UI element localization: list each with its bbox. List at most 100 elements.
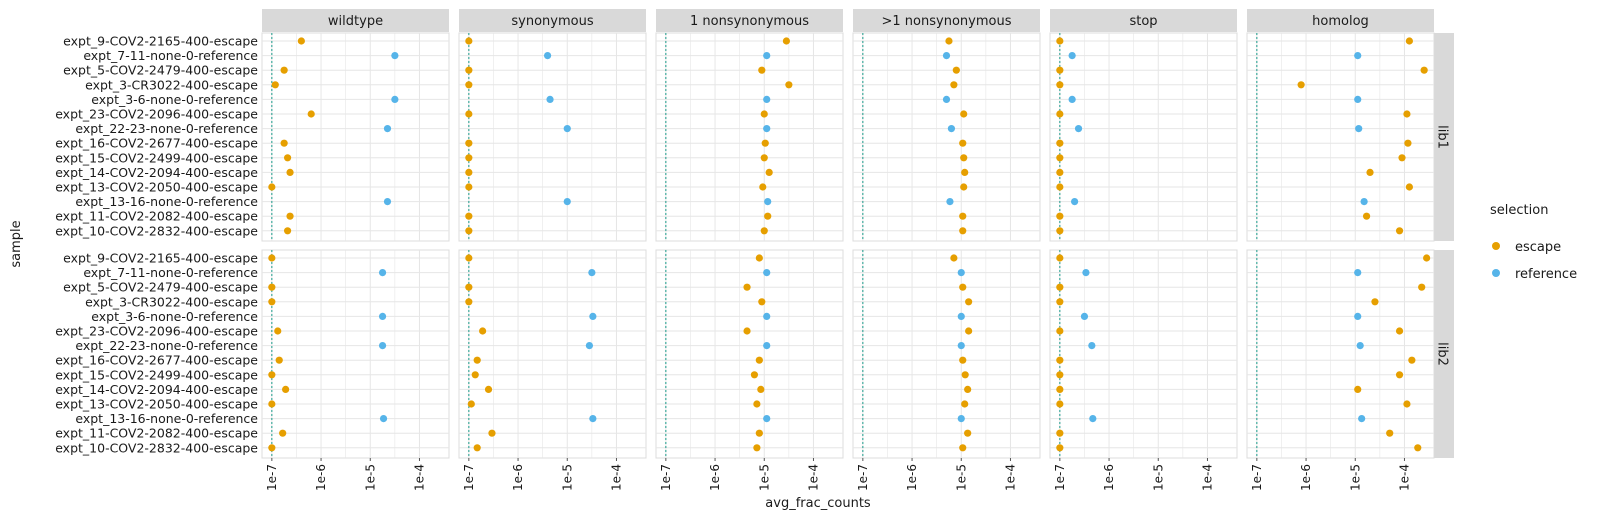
data-point-escape — [465, 168, 473, 176]
data-point-escape — [1403, 400, 1411, 408]
data-point-reference — [764, 198, 772, 206]
y-tick-label: expt_3-6-none-0-reference — [91, 92, 258, 107]
data-point-escape — [952, 66, 960, 74]
data-point-reference — [383, 125, 392, 133]
data-point-reference — [957, 415, 965, 423]
y-tick-label: expt_13-COV2-2050-400-escape — [55, 180, 258, 195]
data-point-escape — [761, 139, 769, 147]
data-point-escape — [757, 385, 765, 393]
data-point-reference — [763, 52, 771, 60]
data-point-reference — [957, 269, 965, 277]
data-point-escape — [760, 227, 768, 235]
data-point-escape — [479, 327, 487, 335]
y-tick-label: expt_10-COV2-2832-400-escape — [55, 440, 258, 455]
data-point-escape — [1404, 139, 1412, 147]
data-point-escape — [1056, 183, 1064, 191]
data-point-reference — [763, 342, 771, 350]
data-point-escape — [1056, 298, 1064, 306]
data-point-escape — [755, 429, 763, 437]
data-point-escape — [1056, 254, 1064, 262]
panel-background — [261, 32, 450, 242]
data-point-escape — [961, 168, 969, 176]
data-point-escape — [945, 37, 953, 45]
data-point-escape — [1056, 66, 1064, 74]
data-point-reference — [1068, 95, 1076, 103]
legend-label: escape — [1515, 240, 1561, 255]
data-point-escape — [1056, 371, 1064, 379]
data-point-reference — [383, 198, 392, 206]
data-point-escape — [959, 356, 967, 364]
data-point-reference — [1360, 198, 1368, 206]
data-point-escape — [785, 81, 793, 89]
data-point-reference — [1089, 415, 1097, 423]
data-point-escape — [465, 227, 473, 235]
data-point-escape — [1403, 110, 1411, 118]
data-point-reference — [543, 52, 552, 60]
data-point-escape — [965, 327, 973, 335]
facet-strip-2 — [656, 9, 843, 32]
data-point-escape — [743, 327, 751, 335]
data-point-reference — [1356, 342, 1364, 350]
data-point-escape — [465, 81, 473, 89]
y-tick-label: expt_16-COV2-2677-400-escape — [55, 353, 258, 368]
y-tick-label: expt_3-CR3022-400-escape — [85, 294, 258, 309]
x-axis-title: avg_frac_counts — [765, 496, 871, 511]
y-tick-label: expt_15-COV2-2499-400-escape — [55, 367, 258, 382]
y-tick-label: expt_7-11-none-0-reference — [83, 265, 258, 280]
y-tick-label: expt_3-CR3022-400-escape — [85, 77, 258, 92]
y-tick-label: expt_13-16-none-0-reference — [75, 411, 258, 426]
x-tick-label: 1e-6 — [511, 464, 525, 491]
data-point-reference — [763, 312, 771, 320]
y-tick-label: expt_14-COV2-2094-400-escape — [55, 165, 258, 180]
x-tick-label: 1e-7 — [659, 464, 673, 491]
x-tick-label: 1e-6 — [708, 464, 722, 491]
data-point-reference — [391, 52, 399, 60]
data-point-escape — [1405, 37, 1413, 45]
y-tick-label: expt_11-COV2-2082-400-escape — [55, 209, 258, 224]
data-point-reference — [947, 125, 956, 133]
data-point-escape — [1056, 37, 1064, 45]
y-tick-label: expt_22-23-none-0-reference — [75, 121, 258, 136]
facet-strip-4 — [1050, 9, 1237, 32]
y-tick-label: expt_5-COV2-2479-400-escape — [63, 280, 258, 295]
facet-column-label: synonymous — [511, 14, 593, 29]
data-point-reference — [585, 342, 594, 350]
data-point-escape — [965, 298, 973, 306]
x-tick-label: 1e-7 — [462, 464, 476, 491]
data-point-escape — [1414, 444, 1422, 452]
y-tick-label: expt_22-23-none-0-reference — [75, 338, 258, 353]
data-point-escape — [268, 298, 276, 306]
data-point-escape — [471, 371, 479, 379]
data-point-escape — [283, 154, 292, 162]
y-tick-label: expt_5-COV2-2479-400-escape — [63, 63, 258, 78]
data-point-escape — [961, 371, 969, 379]
data-point-escape — [760, 110, 768, 118]
data-point-reference — [546, 95, 554, 103]
x-tick-label: 1e-5 — [954, 464, 968, 491]
data-point-reference — [763, 125, 771, 133]
data-point-reference — [1080, 312, 1089, 320]
facet-strip-0 — [262, 9, 449, 32]
x-tick-label: 1e-7 — [1053, 464, 1067, 491]
legend-title: selection — [1490, 203, 1548, 218]
data-point-escape — [465, 154, 473, 162]
y-tick-label: expt_16-COV2-2677-400-escape — [55, 136, 258, 151]
data-point-escape — [755, 356, 763, 364]
data-point-escape — [1056, 154, 1064, 162]
data-point-escape — [1362, 212, 1371, 220]
data-point-reference — [1082, 269, 1090, 277]
data-point-escape — [465, 298, 473, 306]
data-point-escape — [1056, 400, 1064, 408]
data-point-escape — [959, 212, 967, 220]
data-point-escape — [759, 183, 767, 191]
data-point-escape — [960, 154, 968, 162]
data-point-escape — [1371, 298, 1379, 306]
x-tick-label: 1e-7 — [1250, 464, 1264, 491]
x-tick-label: 1e-6 — [314, 464, 328, 491]
data-point-escape — [960, 183, 968, 191]
data-point-escape — [961, 400, 969, 408]
data-point-escape — [1056, 429, 1064, 437]
data-point-escape — [465, 37, 473, 45]
data-point-reference — [1358, 415, 1366, 423]
